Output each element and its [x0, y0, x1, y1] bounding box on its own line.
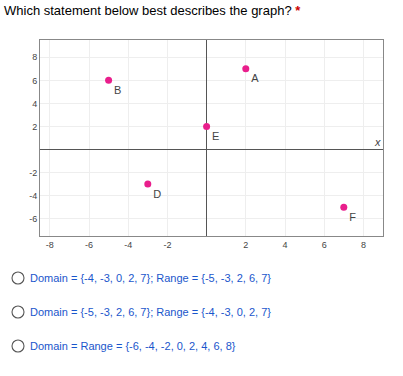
- svg-text:Domain = Range = {-6, -4, -2,: Domain = Range = {-6, -4, -2, 0, 2, 4, 6…: [30, 340, 236, 352]
- svg-text:Which statement below best des: Which statement below best describes the…: [4, 3, 301, 18]
- svg-text:8: 8: [361, 240, 366, 250]
- svg-text:6: 6: [32, 76, 37, 86]
- svg-text:Domain = {-5, -3, 2, 6, 7}; Ra: Domain = {-5, -3, 2, 6, 7}; Range = {-4,…: [30, 306, 271, 318]
- svg-text:-6: -6: [29, 214, 37, 224]
- svg-text:-8: -8: [46, 240, 54, 250]
- svg-text:E: E: [212, 130, 219, 142]
- svg-text:-2: -2: [29, 168, 37, 178]
- svg-text:2: 2: [243, 240, 248, 250]
- svg-text:4: 4: [32, 99, 37, 109]
- svg-text:-6: -6: [85, 240, 93, 250]
- svg-text:4: 4: [282, 240, 287, 250]
- svg-text:6: 6: [322, 240, 327, 250]
- svg-text:-2: -2: [163, 240, 171, 250]
- svg-text:A: A: [251, 72, 259, 84]
- svg-text:x: x: [374, 136, 381, 148]
- svg-text:2: 2: [32, 122, 37, 132]
- svg-text:D: D: [153, 188, 161, 200]
- svg-text:Domain = {-4, -3, 0, 2, 7}; Ra: Domain = {-4, -3, 0, 2, 7}; Range = {-5,…: [30, 272, 271, 284]
- svg-text:F: F: [349, 211, 356, 223]
- svg-text:-4: -4: [29, 191, 37, 201]
- svg-text:8: 8: [32, 52, 37, 62]
- svg-text:B: B: [114, 84, 121, 96]
- svg-text:-4: -4: [124, 240, 132, 250]
